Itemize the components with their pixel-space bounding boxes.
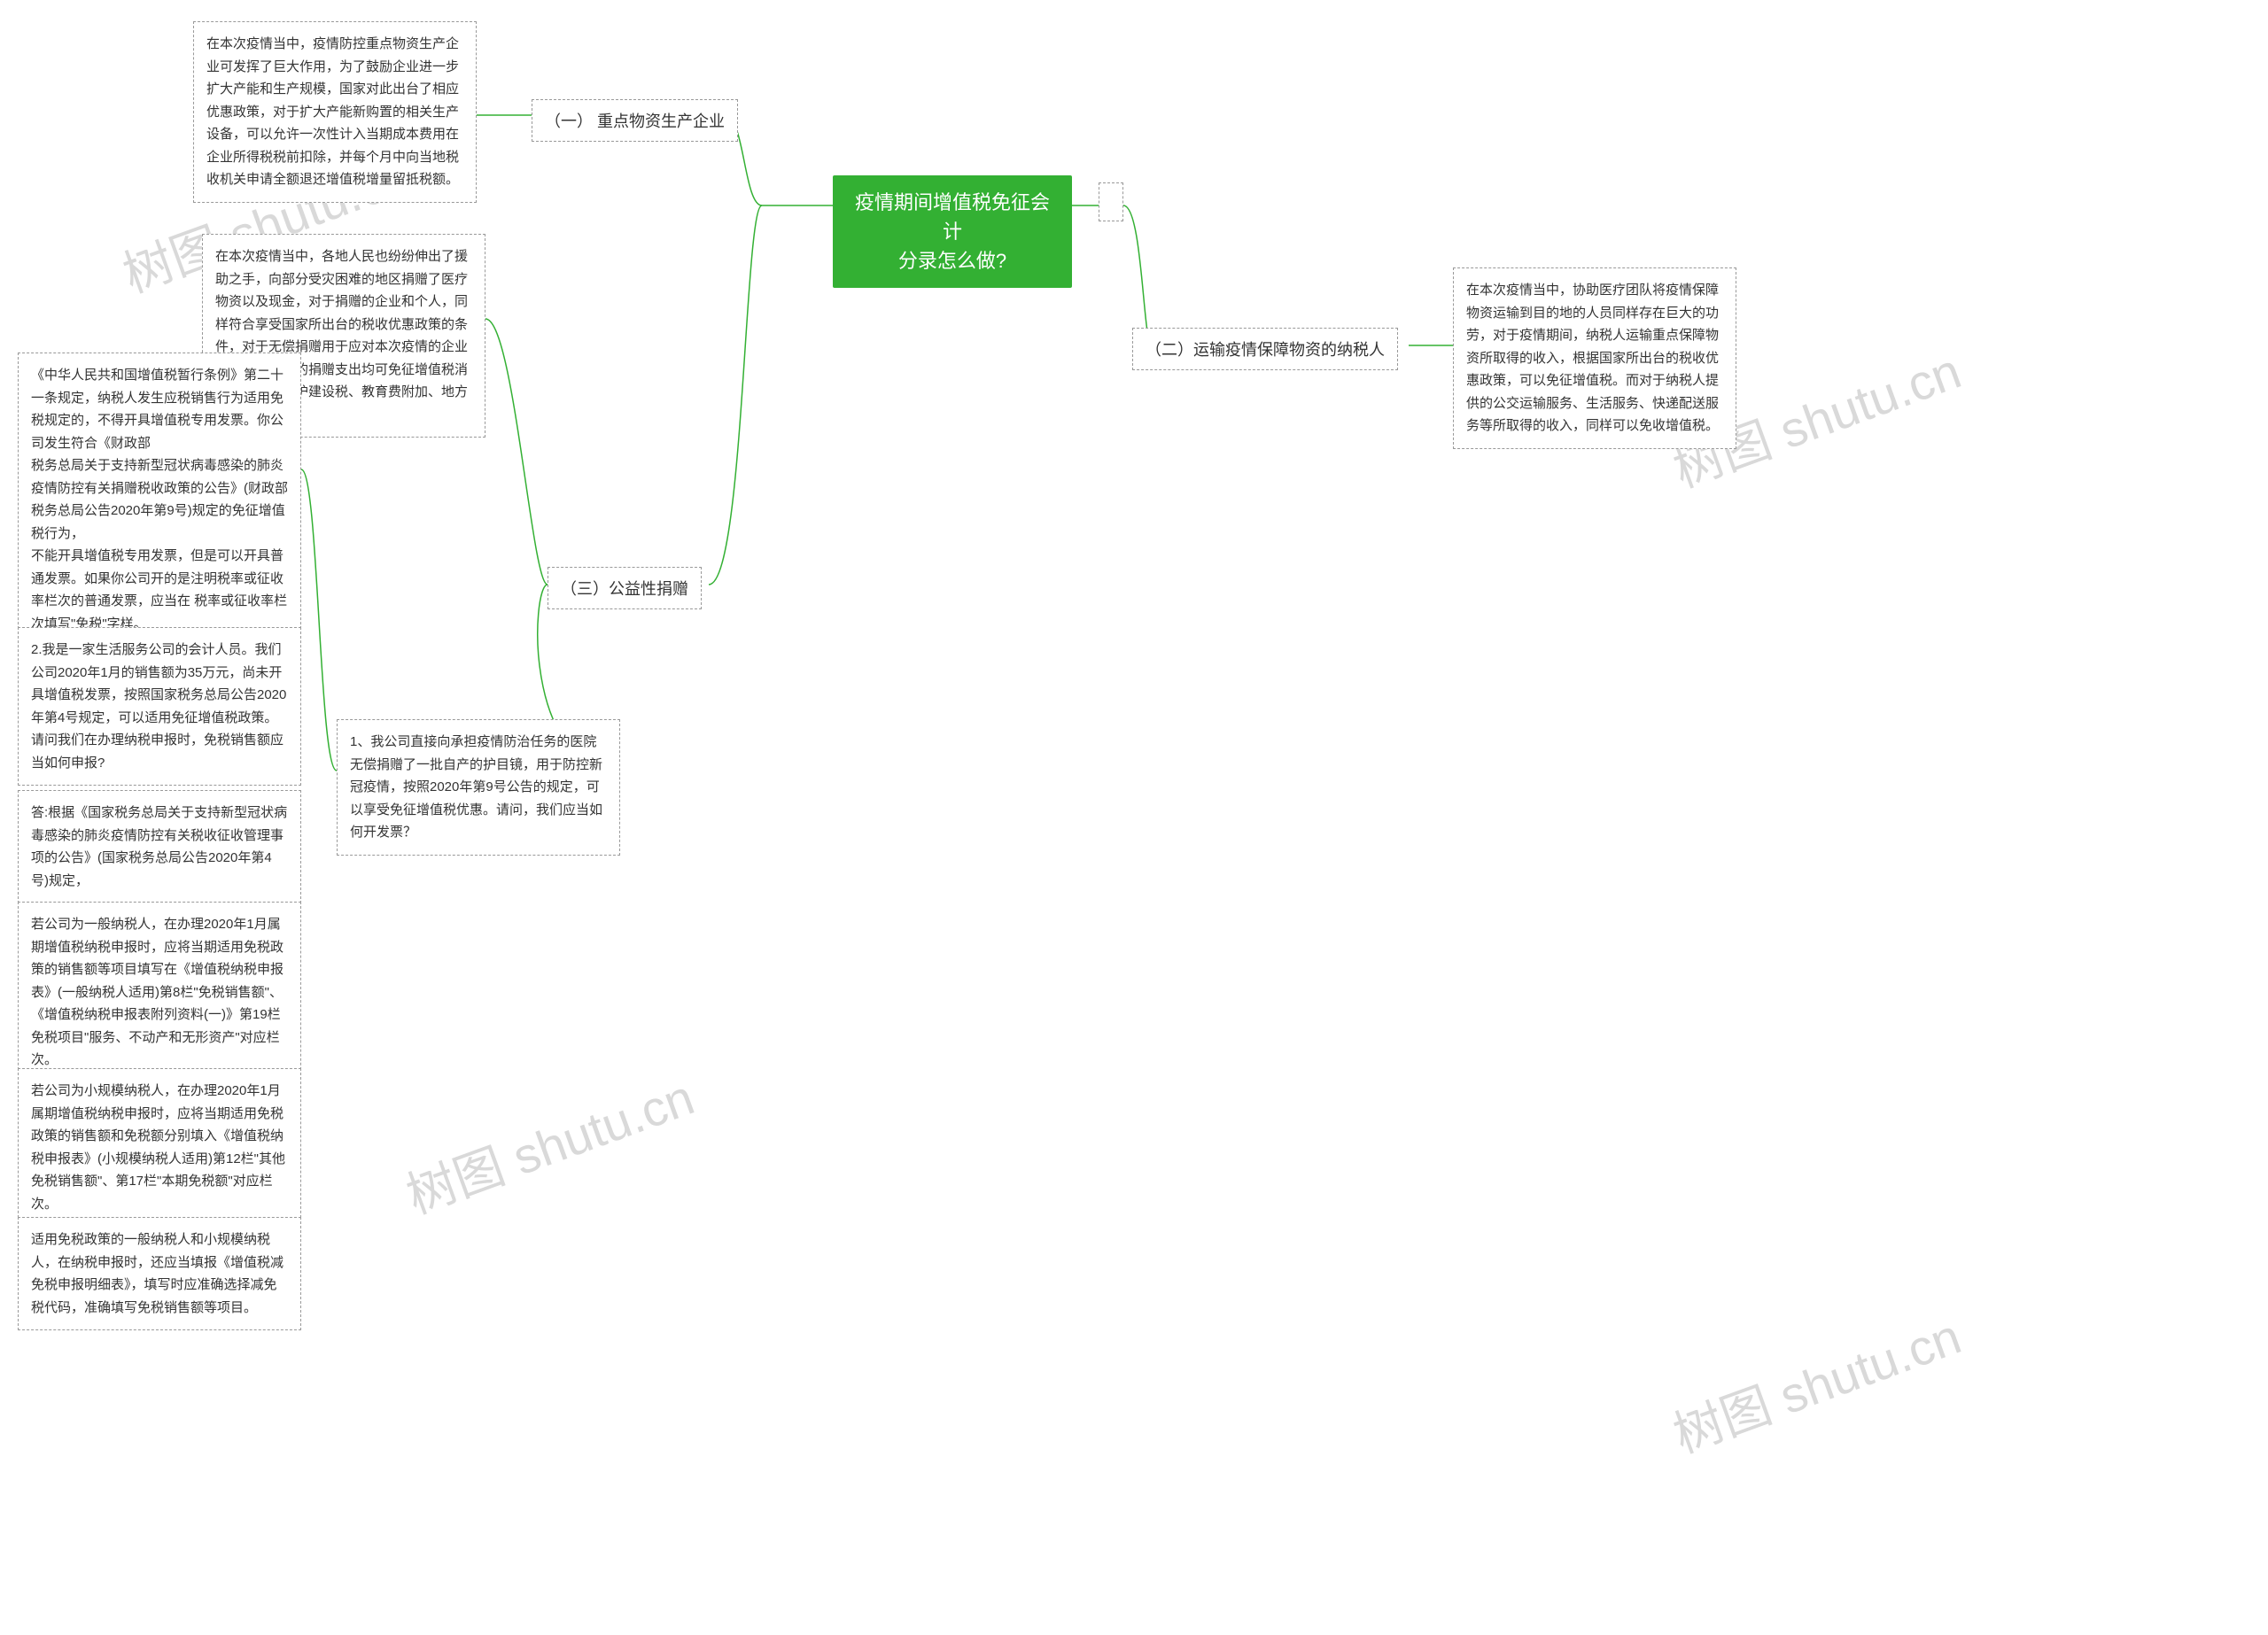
text-node-a5: 适用免税政策的一般纳税人和小规模纳税人，在纳税申报时，还应当填报《增值税减免税申… — [18, 1217, 301, 1330]
root-node[interactable]: 疫情期间增值税免征会计 分录怎么做? — [833, 175, 1072, 288]
text-node-a1: 《中华人民共和国增值税暂行条例》第二十一条规定，纳税人发生应税销售行为适用免税规… — [18, 353, 301, 647]
text-node-q1: 1、我公司直接向承担疫情防治任务的医院无偿捐赠了一批自产的护目镜，用于防控新冠疫… — [337, 719, 620, 856]
text-node-q2: 2.我是一家生活服务公司的会计人员。我们公司2020年1月的销售额为35万元，尚… — [18, 627, 301, 786]
text-node-b1: 在本次疫情当中，疫情防控重点物资生产企业可发挥了巨大作用，为了鼓励企业进一步扩大… — [193, 21, 477, 203]
branch-node-1[interactable]: （一） 重点物资生产企业 — [532, 99, 738, 142]
text-node-a4: 若公司为小规模纳税人，在办理2020年1月属期增值税纳税申报时，应将当期适用免税… — [18, 1068, 301, 1227]
branch-node-2[interactable]: （二）运输疫情保障物资的纳税人 — [1132, 328, 1398, 370]
text-node-a3: 若公司为一般纳税人，在办理2020年1月属期增值税纳税申报时，应将当期适用免税政… — [18, 902, 301, 1083]
root-title-line2: 分录怎么做? — [898, 250, 1006, 272]
mini-attachment-box — [1099, 182, 1123, 221]
watermark: 树图 shutu.cn — [395, 1058, 703, 1228]
root-title-line1: 疫情期间增值税免征会计 — [855, 191, 1050, 243]
watermark: 树图 shutu.cn — [1662, 1297, 1969, 1467]
text-node-a2: 答:根据《国家税务总局关于支持新型冠状病毒感染的肺炎疫情防控有关税收征收管理事项… — [18, 790, 301, 903]
branch-node-3[interactable]: （三）公益性捐赠 — [548, 567, 702, 609]
text-node-b2: 在本次疫情当中，协助医疗团队将疫情保障物资运输到目的地的人员同样存在巨大的功劳，… — [1453, 267, 1736, 449]
